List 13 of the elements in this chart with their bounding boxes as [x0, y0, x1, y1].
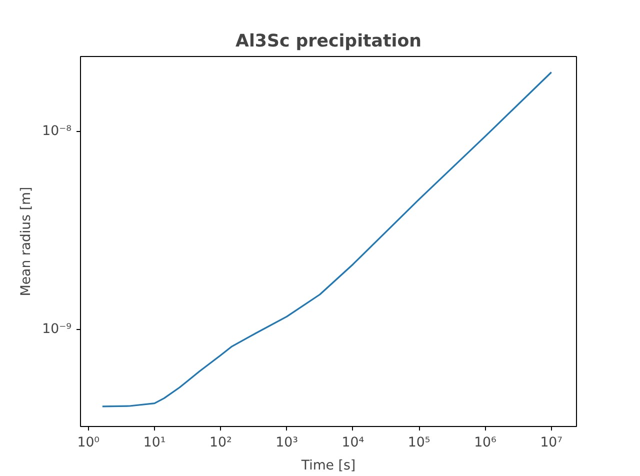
x-tick-label: 10⁰: [77, 436, 100, 450]
y-tick-label: 10⁻⁸: [42, 124, 72, 139]
x-tick-label: 10²: [210, 436, 232, 450]
x-axis-title: Time [s]: [300, 458, 356, 474]
x-tick-label: 10⁴: [342, 436, 364, 450]
x-tick-label: 10⁵: [408, 436, 430, 450]
chart-title: Al3Sc precipitation: [236, 32, 422, 52]
y-axis-title: Mean radius [m]: [19, 186, 34, 296]
x-tick-label: 10³: [276, 436, 298, 450]
x-tick-label: 10⁷: [540, 436, 563, 450]
y-tick-label: 10⁻⁹: [42, 322, 72, 337]
x-tick-label: 10⁶: [474, 436, 496, 450]
x-tick-label: 10¹: [143, 436, 166, 450]
